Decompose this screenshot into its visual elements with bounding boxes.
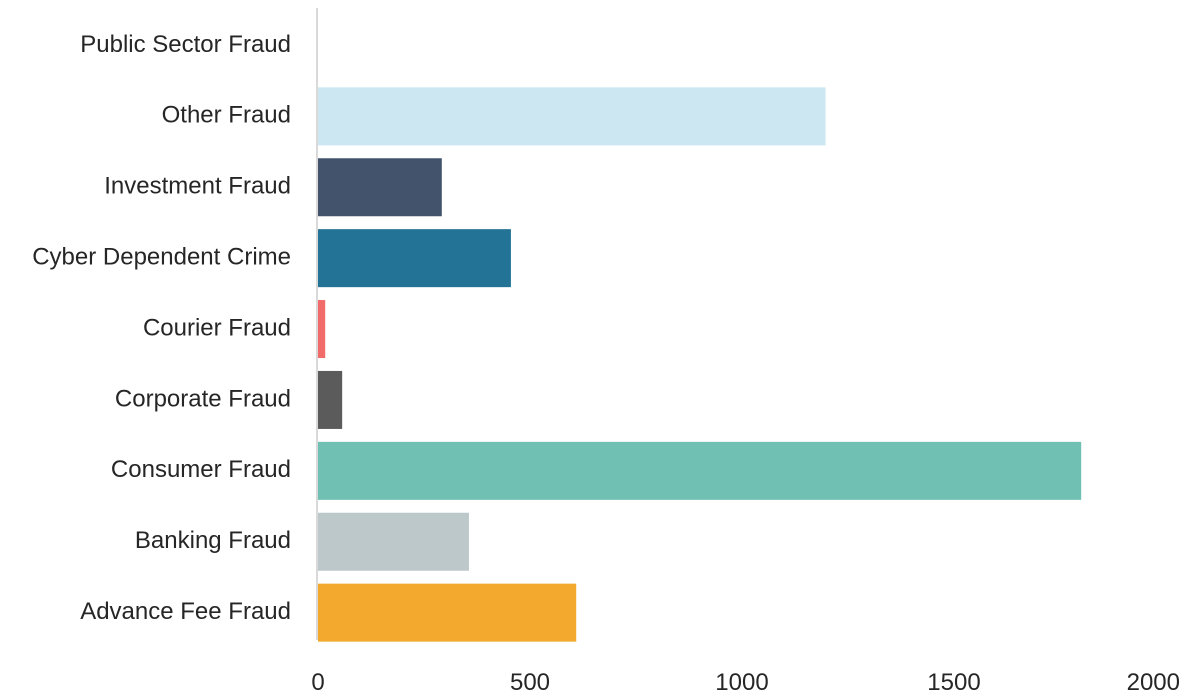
- bar-investment-fraud: [318, 158, 442, 217]
- bar-courier-fraud: [318, 300, 326, 359]
- x-tick-label-500: 500: [510, 669, 550, 696]
- bar-advance-fee-fraud: [318, 583, 577, 642]
- category-label-cyber-dependent-crime: Cyber Dependent Crime: [32, 243, 291, 270]
- x-tick-label-0: 0: [311, 669, 324, 696]
- bar-consumer-fraud: [318, 441, 1082, 500]
- category-label-advance-fee-fraud: Advance Fee Fraud: [80, 598, 291, 625]
- bar-banking-fraud: [318, 512, 469, 571]
- category-label-investment-fraud: Investment Fraud: [104, 173, 291, 200]
- x-tick-label-2000: 2000: [1127, 669, 1180, 696]
- x-tick-label-1000: 1000: [715, 669, 768, 696]
- category-labels-layer: Public Sector Fraud Other Fraud Investment…: [32, 31, 291, 625]
- category-label-consumer-fraud: Consumer Fraud: [111, 456, 291, 483]
- x-tick-labels-layer: 0 500 1000 1500 2000: [311, 669, 1180, 696]
- category-label-corporate-fraud: Corporate Fraud: [115, 385, 291, 412]
- bar-other-fraud: [318, 87, 826, 146]
- bar-cyber-dependent-crime: [318, 229, 511, 288]
- category-label-public-sector-fraud: Public Sector Fraud: [80, 31, 291, 58]
- x-tick-label-1500: 1500: [927, 669, 980, 696]
- bar-corporate-fraud: [318, 370, 343, 429]
- category-label-banking-fraud: Banking Fraud: [135, 527, 291, 554]
- category-label-courier-fraud: Courier Fraud: [143, 314, 291, 341]
- category-label-other-fraud: Other Fraud: [162, 102, 291, 129]
- bars-layer: [318, 87, 1082, 642]
